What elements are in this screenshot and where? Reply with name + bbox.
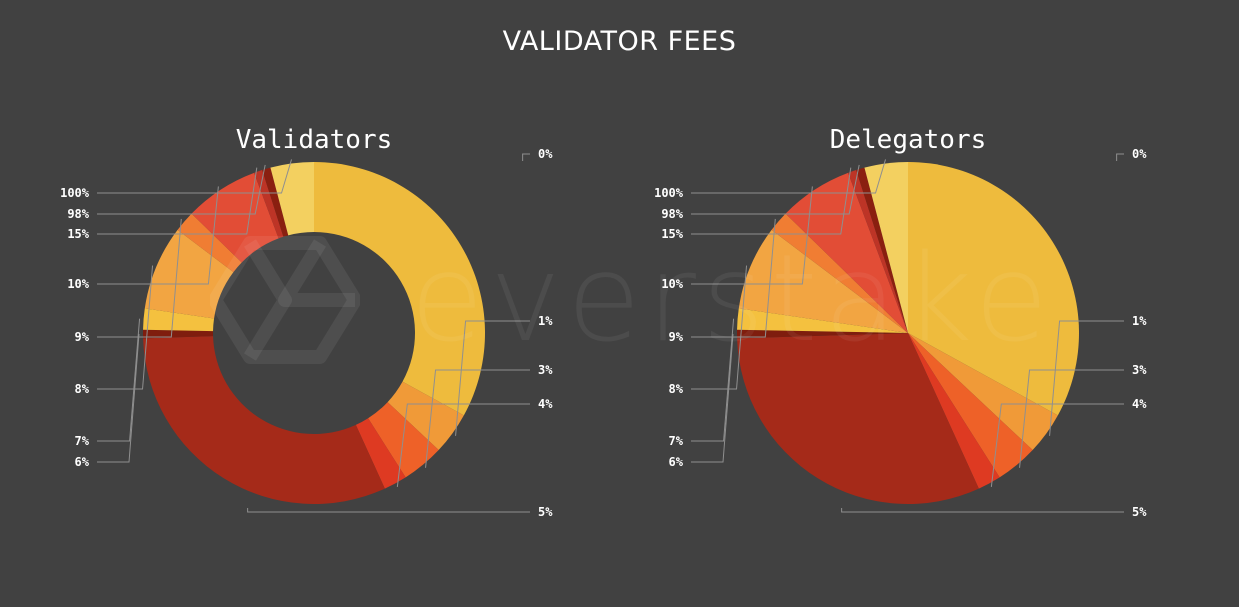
slice-label-7pct: 7%: [669, 434, 684, 448]
slice-98pct: [262, 167, 289, 237]
slice-4pct: [908, 333, 1000, 489]
leader-line-10pct: [691, 186, 813, 285]
leader-line-100pct: [97, 159, 293, 194]
slice-label-0pct: 0%: [538, 147, 553, 161]
slice-label-3pct: 3%: [1132, 363, 1147, 377]
slice-label-6pct: 6%: [75, 455, 90, 469]
slice-label-1pct: 1%: [1132, 314, 1147, 328]
slice-10pct: [785, 172, 908, 333]
slice-label-4pct: 4%: [538, 397, 553, 411]
slice-label-9pct: 9%: [669, 330, 684, 344]
slice-label-10pct: 10%: [67, 277, 89, 291]
slice-100pct: [270, 162, 314, 236]
slice-5pct: [143, 336, 385, 504]
slice-15pct: [254, 170, 284, 239]
slice-label-100pct: 100%: [654, 186, 684, 200]
leader-line-10pct: [97, 186, 219, 285]
leader-line-5pct: [841, 508, 1124, 513]
chart-delegators: Delegators 0% 1% 3% 4% 5% 6% 7% 8% 9% 10% 15% 98% 100…: [654, 125, 1147, 519]
slice-6pct: [143, 329, 214, 339]
slice-5pct: [737, 333, 979, 504]
chart-validators: Validators 0% 1% 3% 4% 5% 6% 7% 8% 9% 10% 15% 98% 100…: [60, 125, 553, 519]
slice-label-5pct: 5%: [1132, 505, 1147, 519]
leader-line-6pct: [691, 334, 734, 463]
chart-title-validators: Validators: [236, 125, 393, 155]
slice-0pct: [314, 162, 486, 416]
slice-label-9pct: 9%: [75, 330, 90, 344]
slice-8pct: [738, 229, 908, 333]
slice-7pct: [737, 308, 908, 333]
leader-line-3pct: [1019, 369, 1124, 468]
leader-line-9pct: [97, 218, 182, 338]
leader-line-3pct: [425, 369, 530, 468]
slice-label-100pct: 100%: [60, 186, 90, 200]
leader-line-15pct: [97, 167, 258, 235]
slice-label-8pct: 8%: [669, 382, 684, 396]
slice-98pct: [856, 167, 908, 333]
leader-line-1pct: [1049, 320, 1124, 436]
leader-line-6pct: [97, 334, 140, 463]
slice-1pct: [908, 333, 1058, 451]
slice-9pct: [771, 213, 908, 333]
leader-line-15pct: [691, 167, 852, 235]
slice-10pct: [191, 172, 279, 263]
leader-line-7pct: [691, 318, 735, 442]
slice-8pct: [144, 229, 234, 319]
leader-line-7pct: [97, 318, 141, 442]
leader-line-0pct: [1116, 153, 1124, 161]
leader-line-8pct: [691, 265, 748, 390]
leader-line-8pct: [97, 265, 154, 390]
slice-label-4pct: 4%: [1132, 397, 1147, 411]
leader-line-9pct: [691, 218, 776, 338]
slice-label-6pct: 6%: [669, 455, 684, 469]
slice-0pct: [908, 162, 1079, 416]
leader-line-4pct: [990, 403, 1124, 487]
slice-4pct: [355, 418, 406, 489]
slice-label-10pct: 10%: [661, 277, 683, 291]
slice-6pct: [737, 329, 908, 339]
leader-line-4pct: [396, 403, 530, 487]
slice-label-98pct: 98%: [661, 207, 683, 221]
slice-1pct: [387, 381, 464, 451]
slice-label-5pct: 5%: [538, 505, 553, 519]
slice-100pct: [864, 162, 908, 333]
page-title: VALIDATOR FEES: [502, 26, 737, 57]
slice-label-0pct: 0%: [1132, 147, 1147, 161]
leader-line-100pct: [691, 159, 887, 194]
slice-label-8pct: 8%: [75, 382, 90, 396]
slice-label-98pct: 98%: [67, 207, 89, 221]
slice-label-15pct: 15%: [661, 227, 683, 241]
slice-label-7pct: 7%: [75, 434, 90, 448]
slice-label-3pct: 3%: [538, 363, 553, 377]
leader-line-0pct: [522, 153, 530, 161]
leader-line-98pct: [691, 164, 860, 215]
slice-label-15pct: 15%: [67, 227, 89, 241]
slice-3pct: [908, 333, 1033, 478]
leader-line-98pct: [97, 164, 266, 215]
leader-line-5pct: [247, 508, 530, 513]
leader-line-1pct: [455, 320, 530, 436]
slice-label-1pct: 1%: [538, 314, 553, 328]
chart-title-delegators: Delegators: [830, 125, 987, 155]
slice-15pct: [848, 170, 908, 333]
slice-9pct: [177, 213, 242, 273]
slice-7pct: [143, 308, 215, 332]
